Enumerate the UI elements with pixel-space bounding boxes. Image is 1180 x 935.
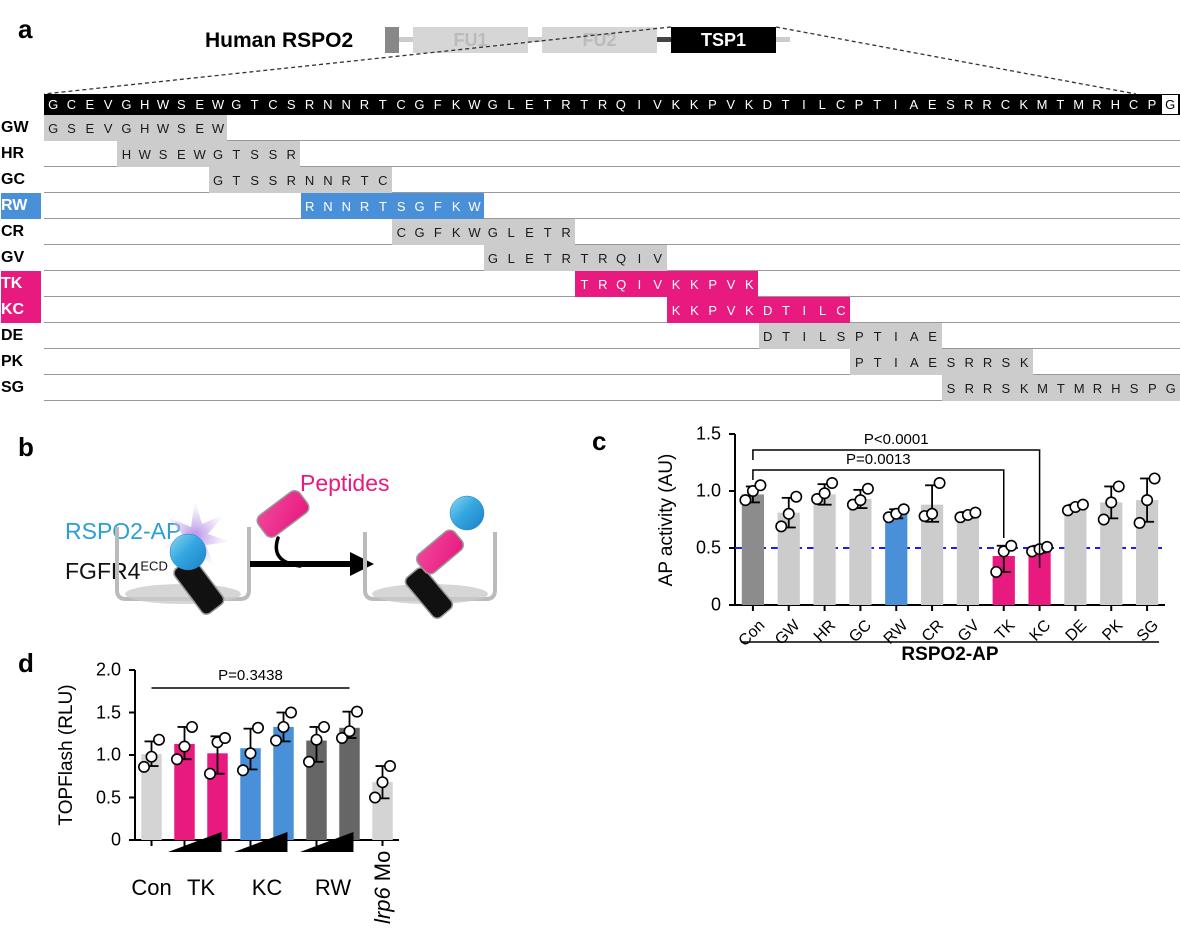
svg-text:P=0.3438: P=0.3438 [218, 667, 283, 684]
